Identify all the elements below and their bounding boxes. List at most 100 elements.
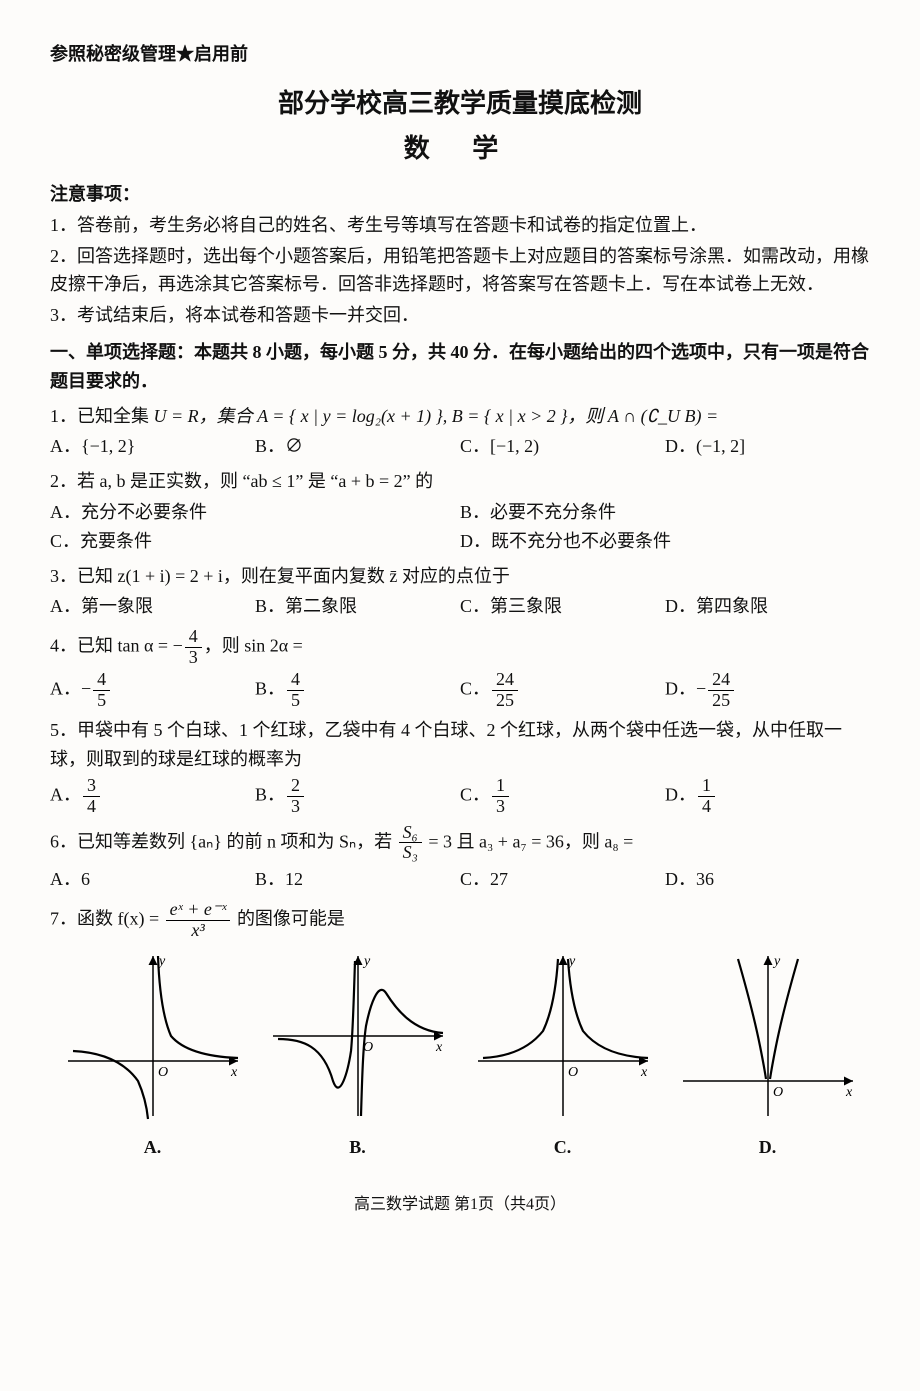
q2-opt-c: C．充要条件 <box>50 527 460 556</box>
q7-chart-row: y x O A. y x O B. y x O <box>50 951 870 1163</box>
axis-y-label: y <box>362 954 371 969</box>
q4-a-n: 4 <box>93 670 110 691</box>
q1-stem-math: U = R，集合 A = { x | y = log₂(x + 1) }, B … <box>154 406 719 426</box>
q4-c-d: 25 <box>492 691 518 711</box>
q6-opt-d: D．36 <box>665 865 870 894</box>
exam-title: 部分学校高三教学质量摸底检测 <box>50 83 870 125</box>
exam-subject: 数 学 <box>50 128 870 170</box>
q5-b-d: 3 <box>287 797 304 817</box>
q4-opt-c: C．2425 <box>460 670 665 711</box>
axis-x-label: x <box>230 1065 238 1080</box>
q6-frac-d: S₃ <box>399 843 422 863</box>
q2-opt-a: A．充分不必要条件 <box>50 498 460 527</box>
q4-b-n: 4 <box>287 670 304 691</box>
q4-d-d: 25 <box>708 691 734 711</box>
q5-a-pre: A． <box>50 784 81 804</box>
q7-svg-b: y x O <box>268 951 448 1121</box>
q4-b-d: 5 <box>287 691 304 711</box>
q3-opt-d: D．第四象限 <box>665 592 870 621</box>
origin-label: O <box>773 1085 783 1100</box>
q4-a-d: 5 <box>93 691 110 711</box>
q7-chart-d: y x O D. <box>665 951 870 1163</box>
q5-b-pre: B． <box>255 784 285 804</box>
q2-opt-d: D．既不充分也不必要条件 <box>460 527 870 556</box>
q5-c-pre: C． <box>460 784 490 804</box>
q5-a-n: 3 <box>83 776 100 797</box>
q1-opt-a: A．{−1, 2} <box>50 432 255 461</box>
q7-chart-c: y x O C. <box>460 951 665 1163</box>
q4-opt-a: A．−45 <box>50 670 255 711</box>
q4-opt-b: B．45 <box>255 670 460 711</box>
q5-opt-c: C．13 <box>460 776 665 817</box>
q3-opt-c: C．第三象限 <box>460 592 665 621</box>
question-1: 1．已知全集 U = R，集合 A = { x | y = log₂(x + 1… <box>50 402 870 462</box>
q5-d-n: 1 <box>698 776 715 797</box>
notice-3: 3．考试结束后，将本试卷和答题卡一并交回． <box>50 301 870 330</box>
q4-opt-d: D．−2425 <box>665 670 870 711</box>
q4-a-pre: A．− <box>50 678 91 698</box>
notice-heading: 注意事项： <box>50 180 870 209</box>
q4-stem-pre: 4．已知 tan α = − <box>50 636 183 656</box>
axis-y-label: y <box>772 954 781 969</box>
q4-b-pre: B． <box>255 678 285 698</box>
q3-stem: 3．已知 z(1 + i) = 2 + i，则在复平面内复数 z̄ 对应的点位于 <box>50 566 510 586</box>
q7-chart-a: y x O A. <box>50 951 255 1163</box>
q6-stem-pre: 6．已知等差数列 {aₙ} 的前 n 项和为 Sₙ，若 <box>50 831 397 851</box>
notice-2: 2．回答选择题时，选出每个小题答案后，用铅笔把答题卡上对应题目的答案标号涂黑．如… <box>50 242 870 300</box>
header-confidential: 参照秘密级管理★启用前 <box>50 40 870 69</box>
q6-opt-b: B．12 <box>255 865 460 894</box>
q1-stem-pre: 1．已知全集 <box>50 406 154 426</box>
q7-frac-n: eˣ + e⁻ˣ <box>166 900 231 921</box>
q6-stem-post: = 3 且 a₃ + a₇ = 36，则 a₈ = <box>424 831 633 851</box>
part1-heading: 一、单项选择题：本题共 8 小题，每小题 5 分，共 40 分．在每小题给出的四… <box>50 338 870 396</box>
q3-opt-b: B．第二象限 <box>255 592 460 621</box>
q7-label-c: C. <box>460 1133 665 1162</box>
q7-label-d: D. <box>665 1133 870 1162</box>
q1-opt-c: C．[−1, 2) <box>460 432 665 461</box>
axis-x-label: x <box>435 1040 443 1055</box>
q3-opt-a: A．第一象限 <box>50 592 255 621</box>
axis-x-label: x <box>640 1065 648 1080</box>
q4-c-n: 24 <box>492 670 518 691</box>
q6-opt-c: C．27 <box>460 865 665 894</box>
q7-stem-pre: 7．函数 f(x) = <box>50 908 164 928</box>
axis-x-label: x <box>845 1085 853 1100</box>
q4-frac1-d: 3 <box>185 648 202 668</box>
q1-opt-d: D．(−1, 2] <box>665 432 870 461</box>
q2-stem: 2．若 a, b 是正实数，则 “ab ≤ 1” 是 “a + b = 2” 的 <box>50 471 433 491</box>
q5-opt-a: A．34 <box>50 776 255 817</box>
q6-frac-n: S₆ <box>399 823 422 844</box>
question-6: 6．已知等差数列 {aₙ} 的前 n 项和为 Sₙ，若 S₆S₃ = 3 且 a… <box>50 823 870 894</box>
q5-opt-b: B．23 <box>255 776 460 817</box>
q5-d-d: 4 <box>698 797 715 817</box>
q7-chart-b: y x O B. <box>255 951 460 1163</box>
q7-svg-d: y x O <box>678 951 858 1121</box>
q5-d-pre: D． <box>665 784 696 804</box>
q5-opt-d: D．14 <box>665 776 870 817</box>
origin-label: O <box>158 1065 168 1080</box>
q5-stem: 5．甲袋中有 5 个白球、1 个红球，乙袋中有 4 个白球、2 个红球，从两个袋… <box>50 720 842 769</box>
q7-stem-post: 的图像可能是 <box>232 908 345 928</box>
origin-label: O <box>568 1065 578 1080</box>
q7-frac-d: x³ <box>166 921 231 941</box>
q7-svg-c: y x O <box>473 951 653 1121</box>
q5-c-n: 1 <box>492 776 509 797</box>
q7-label-b: B. <box>255 1133 460 1162</box>
notice-1: 1．答卷前，考生务必将自己的姓名、考生号等填写在答题卡和试卷的指定位置上． <box>50 211 870 240</box>
q2-opt-b: B．必要不充分条件 <box>460 498 870 527</box>
q7-label-a: A. <box>50 1133 255 1162</box>
question-4: 4．已知 tan α = −43，则 sin 2α = A．−45 B．45 C… <box>50 627 870 710</box>
q5-a-d: 4 <box>83 797 100 817</box>
q5-b-n: 2 <box>287 776 304 797</box>
question-7: 7．函数 f(x) = eˣ + e⁻ˣx³ 的图像可能是 <box>50 900 870 941</box>
q6-opt-a: A．6 <box>50 865 255 894</box>
q7-svg-a: y x O <box>63 951 243 1121</box>
page-footer: 高三数学试题 第1页（共4页） <box>50 1192 870 1218</box>
q4-frac1-n: 4 <box>185 627 202 648</box>
question-3: 3．已知 z(1 + i) = 2 + i，则在复平面内复数 z̄ 对应的点位于… <box>50 562 870 622</box>
q4-d-pre: D．− <box>665 678 706 698</box>
q5-c-d: 3 <box>492 797 509 817</box>
question-5: 5．甲袋中有 5 个白球、1 个红球，乙袋中有 4 个白球、2 个红球，从两个袋… <box>50 716 870 816</box>
q4-c-pre: C． <box>460 678 490 698</box>
question-2: 2．若 a, b 是正实数，则 “ab ≤ 1” 是 “a + b = 2” 的… <box>50 467 870 555</box>
